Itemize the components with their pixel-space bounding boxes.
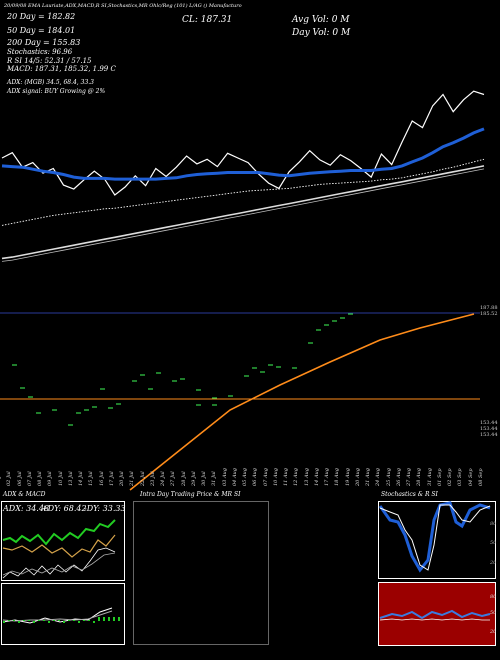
intraday-panel	[133, 501, 269, 645]
series-line-20-day	[1, 127, 485, 181]
volume-trend-line	[129, 313, 475, 491]
macd-signal-line	[2, 610, 113, 622]
price-label-top: 187.88	[480, 305, 498, 311]
adx-line	[2, 519, 116, 546]
ema200-readout: 200 Day = 155.83	[7, 38, 81, 47]
adx-macd-title: ADX & MACD	[3, 491, 46, 498]
avg-volume: Avg Vol: 0 M	[292, 15, 350, 25]
rsi-line	[379, 609, 491, 620]
price-label-bottom: 153.44	[480, 420, 498, 426]
day-volume: Day Vol: 0 M	[292, 28, 351, 38]
intraday-title: Intra Day Trading Price & MR SI	[140, 491, 241, 498]
stoch-tick: 20	[490, 560, 497, 566]
rsi-signal-line	[379, 618, 490, 621]
minus-di-line	[2, 534, 116, 558]
series-line-200-day-band	[1, 168, 485, 262]
stoch-tick: 80	[490, 521, 497, 527]
close-price: CL: 187.31	[182, 15, 233, 25]
header-line: 20/09/08 EMA Lauriate,ADX,MACD,R SI,Stoc…	[4, 3, 242, 9]
rsi-tick: 50	[490, 610, 497, 616]
stochastics-readout: Stochastics: 96.96	[7, 48, 73, 56]
adx-panel	[1, 501, 125, 581]
rsi-tick: 20	[490, 629, 497, 635]
macd-readout: MACD: 187.31, 185.32, 1.99 C	[7, 65, 116, 73]
plus-di-value: +DY: 68.42	[41, 504, 87, 513]
series-line-200-day	[1, 165, 485, 260]
stoch-k-line	[378, 501, 491, 573]
series-line-price	[1, 90, 485, 196]
stoch-rsi-title: Stochastics & R SI	[381, 491, 438, 498]
ema20-readout: 20 Day = 182.82	[7, 12, 76, 21]
stoch-tick: 50	[490, 540, 497, 546]
adx-readout: ADX: (MGB) 34.5, 68.4, 33.3	[7, 79, 94, 86]
rsi-tick: 80	[490, 594, 497, 600]
ema50-readout: 50 Day = 184.01	[7, 26, 76, 35]
macd-panel	[1, 583, 125, 645]
series-line-50-day	[1, 158, 485, 226]
price-label-bottom: 153.44	[480, 426, 498, 432]
price-label-top: 185.52	[480, 311, 498, 317]
adx-value: ADX: 34.48	[3, 504, 50, 513]
adx-signal: ADX signal: BUY Growing @ 2%	[7, 88, 106, 95]
stochastics-panel	[378, 501, 496, 579]
adx-signal-line	[2, 552, 116, 576]
price-label-bottom: 153.44	[480, 432, 498, 438]
rsi-readout: R SI 14/5: 52.31 / 57.15	[7, 57, 92, 65]
stoch-d-line	[379, 504, 491, 571]
minus-di-value: -DY: 33.33	[84, 504, 126, 513]
